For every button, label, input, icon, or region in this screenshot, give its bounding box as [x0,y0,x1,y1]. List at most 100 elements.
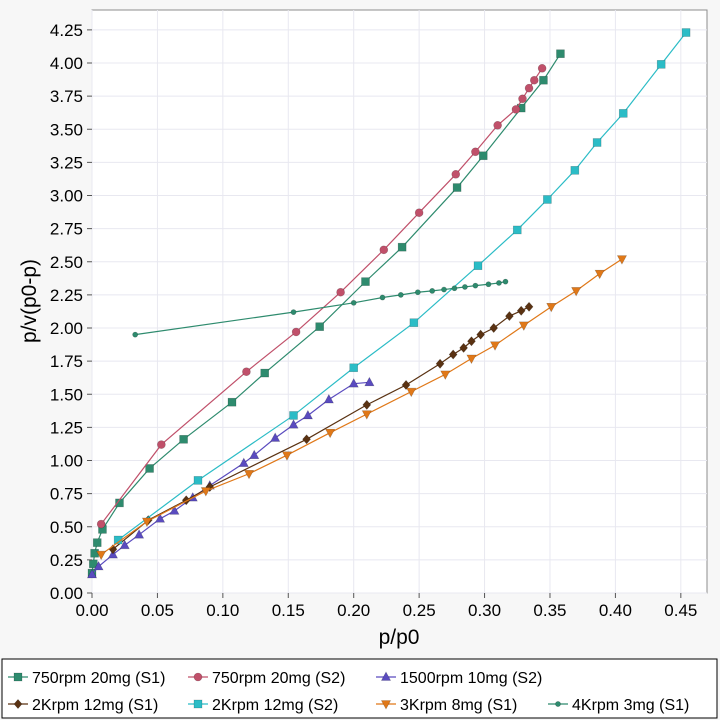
data-point [473,261,483,271]
data-point [429,287,436,294]
legend-item: 750rpm 20mg (S1) [8,670,165,687]
x-tick-label: 0.30 [468,601,501,620]
y-tick-label: 2.25 [50,286,83,305]
data-point [681,28,691,37]
x-tick-label: 0.35 [533,601,566,620]
data-point [92,538,102,547]
data-point [302,409,314,420]
data-point [505,311,514,322]
y-tick-label: 2.75 [50,220,83,239]
data-point [281,451,293,461]
y-tick-label: 1.75 [50,352,83,371]
data-point [179,434,188,444]
data-point [134,529,145,539]
data-point [502,278,509,285]
data-point [570,166,580,175]
x-tick-label: 0.25 [403,601,436,620]
legend-label: 4Krpm 3mg (S1) [572,697,689,714]
data-point [323,393,334,404]
legend-marker [13,698,23,710]
y-tick-label: 3.75 [50,87,83,106]
legend-label: 2Krpm 12mg (S1) [32,697,158,714]
data-point [518,321,529,331]
data-point [200,487,211,497]
data-point [452,183,462,192]
y-tick-label: 3.50 [50,120,83,139]
y-tick-label: 4.00 [50,54,83,73]
data-point [288,419,299,429]
y-tick-label: 3.00 [50,187,83,206]
data-point [260,368,270,378]
x-tick-label: 0.20 [337,601,370,620]
data-point [96,519,106,529]
data-point [524,301,534,312]
data-point [86,568,98,579]
data-point [169,505,180,515]
data-point [93,560,104,571]
data-point [336,287,345,297]
x-tick-label: 0.15 [272,601,305,620]
data-point [349,363,359,373]
data-point [493,120,502,130]
data-point [537,64,547,73]
y-tick-label: 0.00 [50,584,83,603]
data-point [466,354,477,365]
data-point [472,282,479,289]
axis-ticks: 0.00 0.05 0.10 0.15 0.20 0.25 0.30 0.35 0.40 0.45… [50,21,697,620]
legend-item: 2Krpm 12mg (S2) [188,697,338,714]
data-point [238,457,249,467]
data-point [401,379,411,391]
series-5 [96,255,628,561]
data-point [361,277,370,286]
series-line [100,258,623,556]
legend-item: 1500rpm 10mg (S2) [376,670,542,687]
x-tick-label: 0.40 [599,601,632,620]
data-point [119,539,130,550]
data-point [115,498,124,508]
data-point [539,75,548,85]
legend-label: 3Krpm 8mg (S1) [400,697,517,714]
data-point [616,255,628,265]
data-point [451,170,461,179]
legend-marker [193,672,203,682]
data-point [478,151,488,161]
plot-area [91,9,708,594]
data-point [440,370,451,381]
legend-label: 750rpm 20mg (S2) [212,670,345,687]
legend-marker [555,701,561,707]
data-point [448,349,458,360]
data-point [451,285,458,292]
data-point [397,291,404,298]
data-point [556,49,565,59]
data-point [364,376,375,387]
legend-item: 3Krpm 8mg (S1) [376,697,517,714]
data-point [489,341,501,351]
data-point [406,387,417,398]
data-point [618,109,628,118]
data-point [379,294,386,301]
data-point [145,464,154,473]
data-point [157,440,166,449]
y-tick-label: 0.25 [50,551,83,570]
data-point [546,302,557,313]
data-point [290,309,297,315]
data-point [594,269,605,280]
y-tick-label: 3.25 [50,153,83,172]
y-tick-label: 1.50 [50,385,83,404]
data-point [543,195,552,204]
data-point [397,242,407,252]
y-tick-label: 0.75 [50,485,83,504]
data-point [529,75,539,85]
legend-item: 2Krpm 12mg (S1) [8,697,158,714]
data-point [302,434,311,445]
data-point [516,305,526,316]
data-point [132,331,139,338]
data-point [485,281,492,288]
legend-item: 750rpm 20mg (S2) [188,670,345,687]
data-point [476,329,486,340]
series-4 [113,28,691,545]
data-point [350,299,357,306]
data-point [193,476,203,485]
legend-box [1,658,718,719]
